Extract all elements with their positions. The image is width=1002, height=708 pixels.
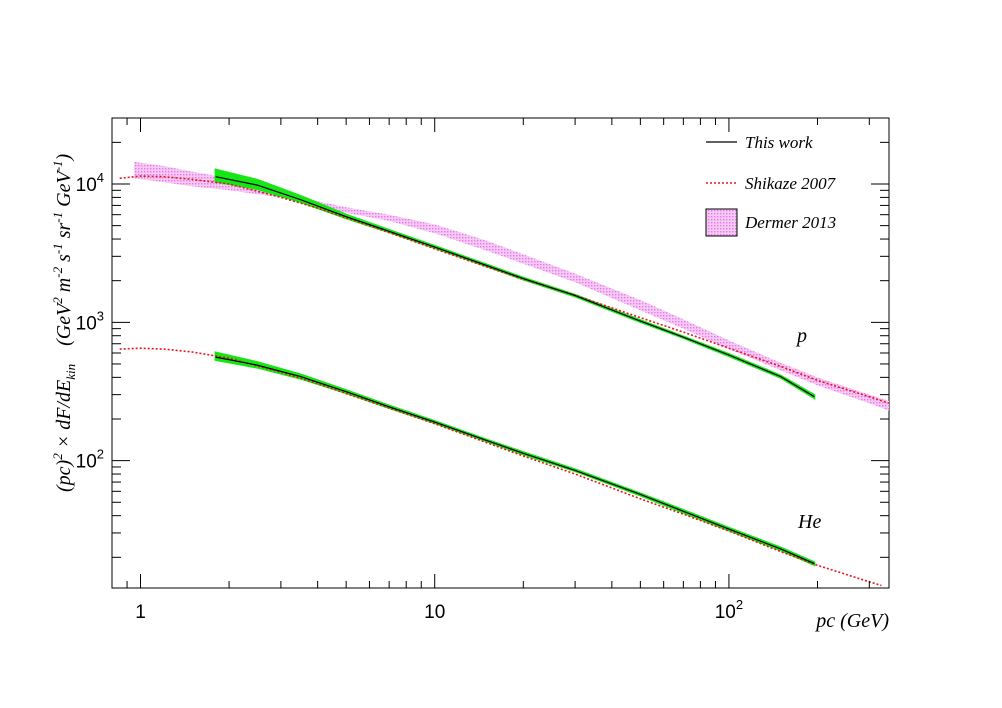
y-axis-title-s: s	[53, 254, 75, 267]
x-tick-label-exp: 2	[736, 597, 743, 612]
y-tick-label: 102	[76, 447, 104, 473]
y-axis-title-m-exp: -2	[50, 266, 65, 277]
x-tick-label: 1	[135, 602, 146, 623]
dermer-band-p	[134, 161, 889, 411]
y-axis-title-units-close: )	[53, 153, 75, 161]
y-tick-label-base: 10	[76, 175, 97, 196]
y-axis-title-gev-exp: 2	[50, 297, 65, 304]
y-tick-label-exp: 3	[97, 308, 104, 323]
x-tick-label-base: 10	[715, 602, 736, 623]
y-axis-title-s-exp: -1	[50, 243, 65, 254]
y-axis-title-gev2: GeV	[53, 169, 75, 212]
y-tick-label: 104	[76, 170, 104, 196]
this-work-band-p	[214, 168, 816, 400]
legend-label-shikaze: Shikaze 2007	[745, 174, 837, 193]
y-axis-title-sr: sr	[53, 222, 75, 243]
plot-frame	[111, 117, 890, 589]
y-axis-title-m: m	[53, 278, 75, 297]
y-axis-title-units-open: (GeV	[53, 301, 75, 346]
y-tick-label-base: 10	[76, 313, 97, 334]
shikaze-line-p	[119, 175, 889, 404]
y-tick-label-exp: 2	[97, 447, 104, 462]
legend-label-this-work: This work	[745, 133, 813, 152]
legend-label-dermer: Dermer 2013	[744, 213, 836, 232]
y-axis-title: (pc)2 × dF/dEkin(GeV2 m-2 s-1 sr-1 GeV-1…	[50, 153, 78, 492]
y-tick-label: 103	[76, 308, 104, 334]
shikaze-line-He	[119, 347, 882, 587]
this-work-line-p	[215, 176, 815, 398]
x-tick-label-base: 1	[135, 602, 146, 623]
y-tick-label-exp: 4	[97, 170, 104, 185]
y-axis-title-dfde: × dF/dE	[53, 380, 75, 454]
y-axis-title-pc: (pc)	[53, 459, 75, 492]
label-p: p	[795, 325, 807, 347]
y-axis-title-exp: 2	[50, 453, 65, 460]
y-axis-title-gev2-exp: -1	[50, 160, 65, 171]
y-axis-title-sr-exp: -1	[50, 212, 65, 223]
legend-swatch-dermer	[705, 208, 738, 237]
x-tick-label: 10	[424, 602, 445, 623]
this-work-line-He	[215, 356, 815, 565]
series-layer	[119, 161, 889, 587]
x-axis-title: pc (GeV)	[814, 610, 889, 632]
y-tick-label-base: 10	[76, 452, 97, 473]
x-tick-label: 102	[715, 597, 743, 623]
label-he: He	[797, 511, 821, 533]
x-tick-label-base: 10	[424, 602, 445, 623]
legend: This work Shikaze 2007 Dermer 2013	[705, 133, 837, 237]
y-axis-title-kin: kin	[63, 364, 78, 380]
this-work-band-He	[214, 351, 816, 567]
